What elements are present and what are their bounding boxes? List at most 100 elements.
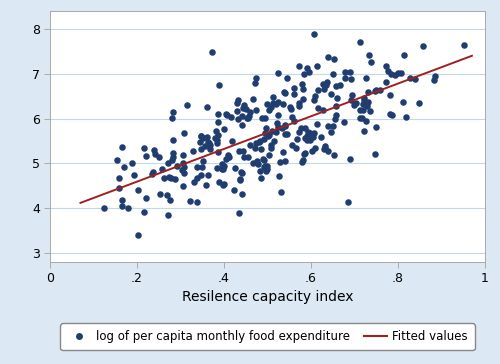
Point [292, 145, 300, 151]
Point [310, 31, 318, 37]
Point [173, 163, 181, 169]
Point [168, 150, 176, 156]
Point [222, 112, 230, 118]
Point [270, 138, 278, 143]
Point [288, 142, 296, 148]
Point [214, 112, 222, 118]
Point [170, 154, 177, 160]
Point [236, 177, 244, 182]
Point [220, 181, 228, 187]
Point [279, 101, 287, 107]
Point [262, 168, 270, 174]
Point [314, 105, 322, 111]
Point [238, 122, 246, 128]
Point [359, 107, 367, 113]
Point [193, 199, 201, 205]
Point [246, 142, 254, 148]
Point [167, 175, 175, 181]
Point [256, 138, 264, 144]
Point [213, 138, 221, 143]
Point [280, 123, 288, 129]
Point [234, 116, 242, 122]
Point [310, 97, 318, 103]
Point [164, 212, 172, 218]
Point [206, 140, 214, 146]
Point [274, 124, 282, 130]
Point [164, 174, 172, 179]
Point [252, 141, 260, 146]
Point [170, 137, 177, 143]
Point [362, 118, 370, 124]
Point [201, 143, 209, 149]
Point [238, 169, 246, 175]
Point [264, 107, 272, 113]
Point [166, 198, 174, 203]
Point [376, 87, 384, 93]
Point [240, 102, 248, 108]
Point [400, 52, 408, 58]
Point [348, 76, 356, 82]
Point [311, 145, 319, 150]
Point [233, 100, 241, 106]
Point [193, 175, 201, 181]
Point [199, 158, 207, 164]
Point [301, 135, 309, 141]
Point [290, 85, 298, 91]
Point [113, 157, 121, 163]
Point [394, 70, 402, 76]
Point [346, 156, 354, 162]
Point [227, 114, 235, 120]
Point [228, 138, 236, 143]
Point [252, 107, 260, 113]
Point [225, 154, 233, 159]
Point [420, 43, 428, 49]
Point [358, 115, 366, 121]
Point [372, 124, 380, 130]
Point [356, 107, 364, 112]
Point [171, 177, 179, 182]
Point [308, 148, 316, 154]
Point [410, 76, 418, 82]
Point [256, 139, 264, 145]
Point [128, 160, 136, 166]
Point [216, 179, 224, 185]
Point [460, 42, 468, 48]
Point [115, 175, 123, 181]
Point [290, 118, 298, 124]
Point [360, 95, 368, 100]
Point [180, 170, 188, 176]
Point [278, 125, 286, 131]
Point [276, 173, 283, 179]
Point [260, 136, 268, 142]
Point [340, 119, 348, 125]
Point [272, 102, 280, 107]
Point [306, 137, 314, 143]
Point [250, 145, 258, 151]
Point [283, 131, 291, 136]
Point [274, 70, 282, 76]
Point [262, 125, 270, 131]
Point [261, 115, 269, 120]
Point [332, 103, 340, 108]
Point [256, 168, 264, 174]
Point [324, 148, 332, 154]
Point [299, 157, 307, 163]
Point [266, 142, 274, 148]
Point [331, 116, 339, 122]
Point [254, 161, 262, 167]
Point [387, 71, 395, 76]
Point [366, 59, 374, 65]
Point [213, 165, 221, 171]
Point [320, 146, 328, 152]
Point [272, 129, 280, 135]
Point [340, 69, 348, 75]
Point [160, 175, 168, 181]
Point [204, 139, 212, 145]
Point [240, 154, 248, 159]
Point [206, 146, 214, 152]
Point [231, 166, 239, 171]
Point [269, 100, 277, 106]
Point [322, 82, 330, 88]
Point [281, 122, 289, 128]
Point [168, 115, 176, 121]
